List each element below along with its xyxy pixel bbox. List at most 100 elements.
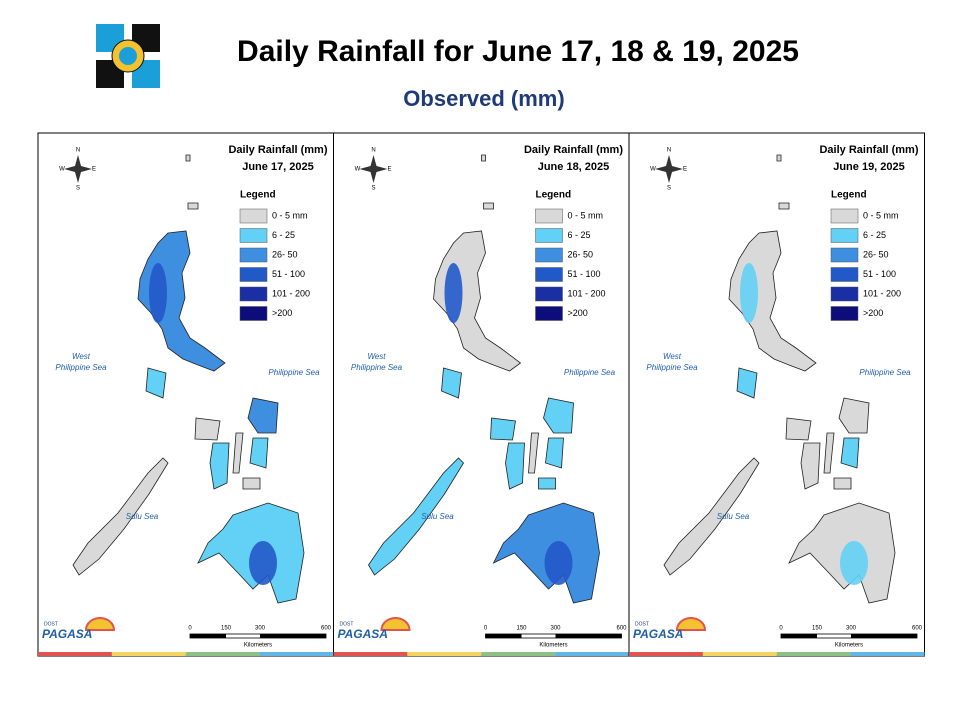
landmass: [249, 437, 269, 469]
landmass: [194, 417, 221, 441]
compass-label: S: [667, 186, 671, 192]
panel-date: June 19, 2025: [833, 161, 905, 173]
landmass: [209, 442, 230, 490]
color-strip: [333, 652, 408, 656]
scale-tick: 300: [255, 626, 266, 632]
scale-unit: Kilometers: [244, 643, 272, 649]
map-panel: N S E W Daily Rainfall (mm) June 18, 2025 Lege…: [333, 132, 630, 657]
logo-dept: DOST: [44, 621, 58, 627]
landmass: [833, 477, 852, 490]
scale-tick: 0: [484, 626, 488, 632]
logo-dept: DOST: [340, 621, 354, 627]
color-strip: [407, 652, 482, 656]
landmass: [838, 397, 870, 434]
landmass: [505, 442, 525, 490]
legend-label: >200: [272, 308, 292, 318]
legend-label: 26- 50: [568, 249, 594, 259]
sea-label: Sulu Sea: [717, 512, 750, 521]
scale-bar-fill: [260, 634, 326, 638]
scale-bar-fill: [555, 634, 622, 638]
legend-label: 6 - 25: [272, 230, 295, 240]
legend-label: 6 - 25: [568, 230, 591, 240]
landmass: [490, 417, 516, 441]
compass: N S E W: [59, 148, 96, 192]
compass-label: N: [76, 148, 80, 154]
sea-label: Philippine Sea: [268, 368, 320, 377]
compass-label: W: [355, 167, 361, 173]
compass-label: E: [92, 167, 96, 173]
legend-label: 6 - 25: [863, 230, 886, 240]
landmass: [247, 397, 279, 434]
color-strip: [259, 652, 334, 656]
legend-swatch: [535, 208, 563, 224]
rain-area: [544, 541, 573, 585]
title: Daily Rainfall for June 17, 18 & 19, 202…: [237, 35, 799, 68]
color-strip: [702, 652, 777, 656]
legend-label: 51 - 100: [568, 269, 601, 279]
legend-label: 101 - 200: [272, 288, 310, 298]
agency-seal: [96, 24, 160, 88]
scale-bar-fill: [190, 634, 226, 638]
panel-heading: Daily Rainfall (mm): [819, 144, 918, 156]
landmass: [145, 367, 167, 399]
logo-agency: PAGASA: [42, 627, 92, 641]
compass-rose: [359, 155, 388, 183]
logo-umbrella: [84, 617, 116, 631]
sea-label: Philippine Sea: [564, 368, 616, 377]
scale-tick: 0: [188, 626, 192, 632]
legend-label: 51 - 100: [272, 269, 305, 279]
landmass: [545, 437, 564, 469]
legend-swatch: [239, 228, 268, 243]
sea-label: Sulu Sea: [126, 512, 159, 521]
landmass: [538, 477, 556, 490]
rain-area: [249, 541, 277, 585]
landmass: [72, 457, 169, 576]
scale-tick: 600: [321, 626, 332, 632]
rain-area: [840, 541, 868, 585]
color-strip: [111, 652, 186, 656]
panel-date: June 17, 2025: [242, 161, 314, 173]
scale-tick: 600: [616, 626, 627, 632]
scale-unit: Kilometers: [539, 643, 567, 649]
legend-swatch: [535, 286, 563, 302]
scale-tick: 150: [516, 626, 527, 632]
legend-swatch: [239, 208, 268, 224]
landmass: [776, 154, 782, 162]
legend-swatch: [830, 267, 859, 282]
scale-tick: 0: [779, 626, 783, 632]
landmass: [481, 154, 486, 162]
map-panel: N S E W Daily Rainfall (mm) June 19, 2025 Lege…: [628, 132, 925, 657]
logo-umbrella: [380, 617, 411, 631]
sea-label: Sulu Sea: [421, 512, 454, 521]
compass-label: W: [650, 167, 656, 173]
landmass: [736, 367, 758, 399]
landmass: [785, 417, 812, 441]
rain-area: [149, 263, 167, 323]
compass-label: N: [667, 148, 671, 154]
legend-label: 26- 50: [272, 249, 298, 259]
legend-label: 0 - 5 mm: [272, 210, 308, 220]
rain-area: [444, 263, 463, 323]
landmass: [441, 367, 462, 399]
legend-swatch: [535, 306, 563, 321]
scale-bar-fill: [851, 634, 917, 638]
landmass: [800, 442, 821, 490]
landmass: [242, 477, 261, 490]
sea-label: West Philippine Sea: [646, 352, 698, 372]
legend-swatch: [535, 267, 563, 282]
legend-swatch: [830, 286, 859, 302]
legend-label: 0 - 5 mm: [568, 210, 604, 220]
compass: N S E W: [355, 148, 392, 192]
scale-tick: 300: [846, 626, 857, 632]
legend-label: >200: [568, 308, 588, 318]
logo-umbrella: [675, 617, 707, 631]
legend-label: 0 - 5 mm: [863, 210, 899, 220]
compass-rose: [655, 155, 683, 183]
legend-swatch: [239, 247, 268, 263]
sea-label: West Philippine Sea: [55, 352, 107, 372]
logo-agency: PAGASA: [633, 627, 683, 641]
landmass: [840, 437, 860, 469]
color-strip: [38, 652, 112, 656]
legend-swatch: [830, 228, 859, 243]
legend-label: >200: [863, 308, 883, 318]
